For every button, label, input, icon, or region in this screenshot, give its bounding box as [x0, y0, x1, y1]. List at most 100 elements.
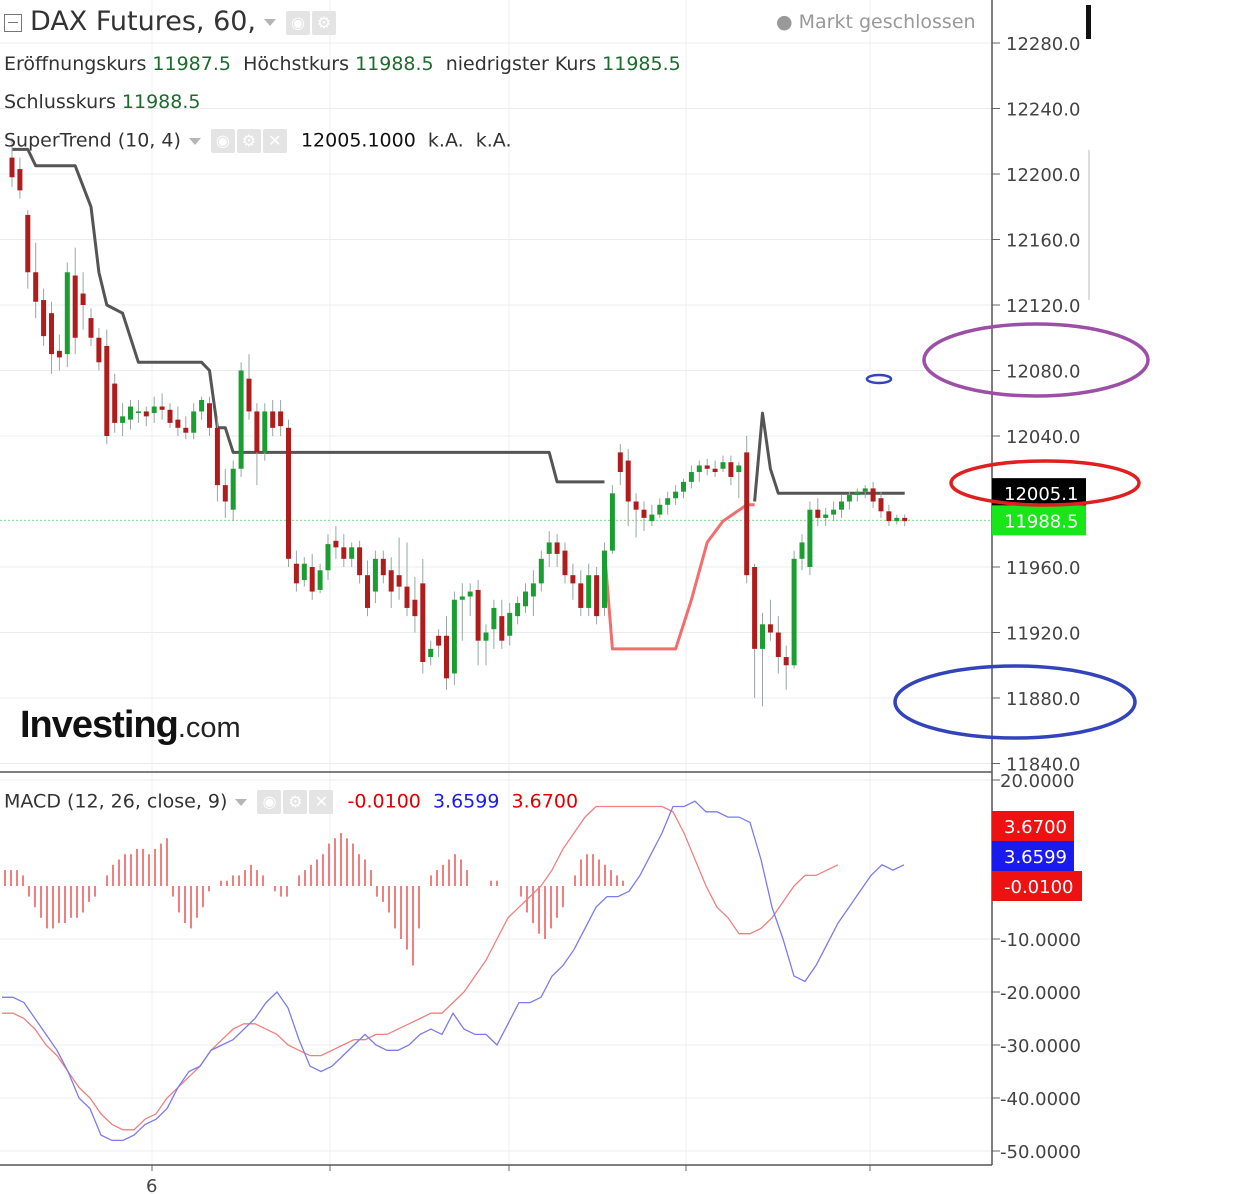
- logo-domain: .com: [177, 712, 241, 744]
- candle-down: [293, 563, 299, 584]
- supertrend-down-line: [753, 411, 905, 502]
- price-tick-label: 11960.0: [1006, 558, 1080, 579]
- candle-up: [681, 481, 686, 492]
- macd-legend: MACD (12, 26, close, 9) ◉ ⚙ ✕ -0.0100 3.659…: [4, 790, 578, 814]
- macd-signal-tag-text: 3.6700: [1004, 817, 1067, 838]
- axes-layer: 12280.0 12240.0 12200.0 12160.0 12120.0 12080…: [0, 0, 1091, 1194]
- candle-up: [807, 509, 813, 567]
- candle-down: [404, 586, 410, 608]
- candle-up: [191, 411, 197, 433]
- candle-down: [444, 635, 449, 679]
- candle-down: [104, 345, 110, 436]
- candle-down: [341, 547, 347, 559]
- chevron-down-icon[interactable]: [188, 137, 201, 145]
- chevron-down-icon[interactable]: [264, 19, 277, 26]
- candle-up: [657, 504, 663, 515]
- candle-up: [846, 494, 852, 502]
- price-tick-label: 11880.0: [1006, 689, 1080, 710]
- macd-hist-tag-bg: [992, 871, 1082, 901]
- candle-up: [862, 488, 868, 492]
- candle-down: [388, 570, 394, 592]
- candle-down: [886, 511, 892, 522]
- red-annotation-ellipse: [949, 459, 1141, 507]
- eye-icon[interactable]: ◉: [286, 10, 311, 35]
- candle-down: [309, 567, 315, 592]
- candle-up: [515, 603, 521, 617]
- candle-down: [902, 517, 908, 522]
- gear-icon[interactable]: ⚙: [283, 790, 308, 814]
- candle-down: [333, 540, 339, 548]
- candle-up: [696, 465, 702, 473]
- close-icon[interactable]: ✕: [262, 129, 287, 153]
- low-label: niedrigster Kurs: [445, 53, 597, 75]
- candle-down: [412, 599, 418, 617]
- high-value: 11988.5: [355, 53, 434, 75]
- open-value: 11987.5: [152, 53, 231, 75]
- candle-down: [783, 657, 789, 666]
- candle-up: [546, 542, 552, 554]
- candle-up: [428, 648, 434, 658]
- candle-up: [262, 411, 268, 453]
- candle-down: [214, 427, 220, 486]
- candle-down: [625, 460, 631, 502]
- candle-down: [88, 318, 94, 338]
- candle-up: [649, 514, 655, 522]
- supertrend-label[interactable]: SuperTrend (10, 4): [4, 129, 181, 152]
- candle-up: [483, 632, 489, 641]
- gear-icon[interactable]: ⚙: [236, 129, 261, 153]
- candle-down: [9, 157, 15, 178]
- candle-down: [728, 462, 734, 477]
- candle-down: [878, 498, 884, 512]
- supertrend-na-1: k.A.: [427, 129, 464, 152]
- candle-up: [507, 612, 513, 636]
- candle-up: [372, 558, 378, 592]
- candle-up: [317, 570, 323, 590]
- eye-icon[interactable]: ◉: [210, 129, 235, 153]
- candle-down: [159, 406, 165, 410]
- candle-up: [199, 399, 205, 412]
- candle-down: [72, 275, 78, 338]
- candle-up: [854, 491, 860, 495]
- grid-lines: [0, 0, 992, 1165]
- candle-down: [175, 419, 181, 428]
- time-tick-label: 6: [146, 1176, 157, 1194]
- open-label: Eröffnungskurs: [4, 53, 147, 75]
- low-value: 11985.5: [602, 53, 681, 75]
- eye-icon[interactable]: ◉: [257, 790, 282, 814]
- candle-down: [775, 632, 781, 658]
- close-icon[interactable]: ✕: [309, 790, 334, 814]
- candle-down: [499, 616, 505, 641]
- macd-tick-label: -30.0000: [1000, 1036, 1081, 1057]
- candle-down: [143, 411, 149, 417]
- macd-tick-label: -50.0000: [1000, 1142, 1081, 1163]
- collapse-icon[interactable]: [4, 13, 22, 32]
- market-status-text: Markt geschlossen: [798, 11, 976, 33]
- candle-down: [704, 465, 710, 469]
- candle-up: [799, 542, 805, 559]
- candle-up: [120, 416, 126, 423]
- price-tick-label: 12080.0: [1006, 362, 1080, 383]
- candle-up: [325, 544, 331, 571]
- candle-up: [602, 550, 607, 608]
- candle-down: [112, 383, 118, 423]
- candles-layer: [9, 137, 908, 707]
- close-row: Schlusskurs 11988.5: [4, 91, 200, 113]
- candle-up: [459, 596, 465, 600]
- candle-down: [167, 409, 173, 423]
- supertrend-layer: [12, 147, 905, 651]
- macd-tick-label: -20.0000: [1000, 983, 1081, 1004]
- candle-up: [673, 491, 679, 499]
- macd-line: [2, 800, 905, 1142]
- macd-label[interactable]: MACD (12, 26, close, 9): [4, 790, 228, 813]
- supertrend-price-tag-text: 12005.1: [1004, 484, 1078, 505]
- macd-hist-tag-text: -0.0100: [1004, 877, 1073, 898]
- gear-icon[interactable]: ⚙: [312, 10, 337, 35]
- investing-logo: Investing.com: [20, 704, 241, 747]
- price-tick-label: 11920.0: [1006, 624, 1080, 645]
- chevron-down-icon[interactable]: [235, 798, 248, 806]
- price-tick-label: 11840.0: [1006, 755, 1080, 776]
- price-tick-label: 12160.0: [1006, 231, 1080, 252]
- candle-up: [688, 472, 694, 482]
- macd-line-value: 3.6599: [432, 790, 500, 813]
